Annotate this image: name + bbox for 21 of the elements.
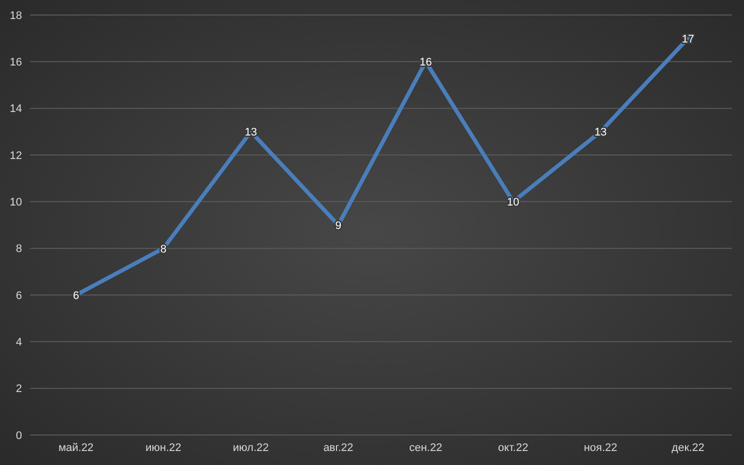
x-tick-label: авг.22 [323,442,354,454]
x-tick-label: окт.22 [498,442,528,454]
y-tick-label: 4 [16,336,22,349]
y-tick-label: 18 [10,10,22,22]
y-tick-label: 8 [16,243,22,256]
data-label: 9 [335,220,342,232]
x-tick-label: июл.22 [232,442,269,454]
y-tick-label: 2 [16,383,22,396]
y-tick-label: 0 [16,430,22,442]
x-tick-label: сен.22 [409,442,442,454]
y-tick-label: 6 [16,290,22,302]
y-tick-label: 16 [10,56,22,69]
y-tick-label: 12 [10,150,22,162]
x-tick-label: дек.22 [672,442,704,454]
y-tick-label: 10 [10,196,22,209]
x-tick-label: ноя.22 [584,442,618,454]
x-tick-label: июн.22 [146,442,182,454]
y-tick-label: 14 [10,103,22,116]
data-label: 13 [594,126,607,139]
data-label: 6 [72,290,80,302]
x-tick-label: май.22 [58,442,94,454]
